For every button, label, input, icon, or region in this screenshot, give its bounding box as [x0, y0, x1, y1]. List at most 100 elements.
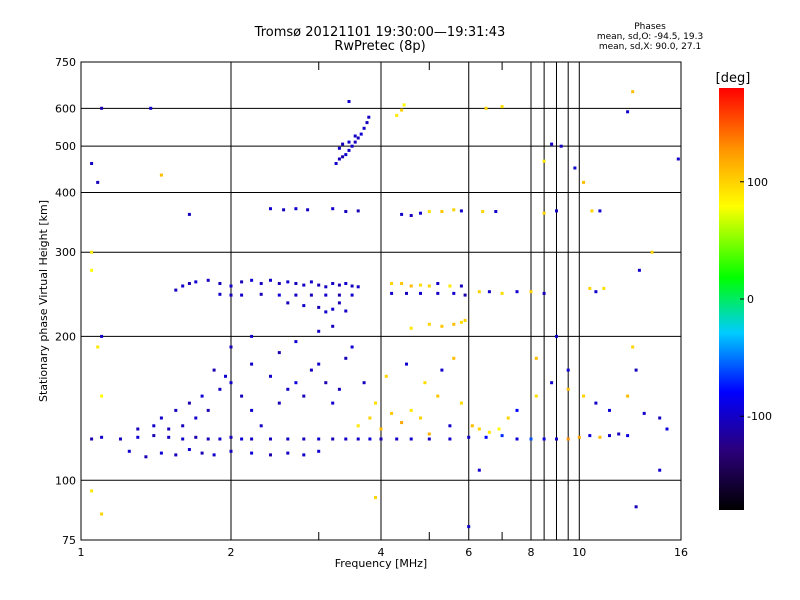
echo-point [390, 411, 394, 415]
echo-point [588, 286, 592, 290]
echo-point [367, 115, 371, 119]
echo-point [100, 512, 104, 516]
echo-point [286, 451, 290, 455]
echo-point [277, 401, 281, 405]
echo-point [631, 345, 635, 349]
colorbar-tick-label: 0 [747, 293, 754, 306]
echo-point [400, 212, 404, 216]
echo-point [626, 394, 630, 398]
echo-point [598, 209, 602, 213]
echo-point [463, 318, 467, 322]
chart-subtitle: RwPretec (8p) [334, 39, 426, 54]
echo-point [144, 455, 148, 459]
echo-point [212, 453, 216, 457]
echo-point [379, 427, 383, 431]
echo-point [356, 285, 360, 289]
echo-point [452, 322, 456, 326]
echo-point [317, 362, 321, 366]
echo-point [405, 291, 408, 295]
echo-point [174, 408, 178, 412]
echo-point [427, 322, 431, 326]
echo-point [427, 437, 431, 441]
echo-point [350, 144, 354, 148]
x-tick-label: 16 [674, 546, 688, 559]
echo-point [631, 90, 635, 94]
echo-point [229, 284, 233, 288]
echo-point [419, 283, 422, 287]
echo-point [159, 173, 163, 177]
echo-point [90, 268, 94, 272]
echo-point [294, 282, 298, 285]
echo-point [427, 210, 431, 213]
echo-point [294, 381, 298, 385]
grid [81, 62, 681, 540]
echo-point [400, 108, 404, 112]
echo-point [362, 381, 366, 385]
echo-point [550, 381, 554, 385]
echo-point [440, 210, 444, 213]
echo-point [200, 394, 204, 398]
echo-point [542, 211, 546, 215]
echo-point [448, 437, 452, 441]
echo-point [317, 329, 321, 333]
echo-point [259, 424, 263, 428]
echo-point [337, 301, 341, 305]
echo-point [448, 284, 452, 288]
x-tick-label: 4 [378, 546, 385, 559]
echo-point [459, 401, 463, 405]
echo-point [344, 282, 348, 285]
echo-point [542, 159, 546, 163]
echo-point [642, 411, 646, 415]
echo-point [436, 394, 440, 398]
echo-point [136, 427, 140, 431]
echo-point [152, 424, 156, 428]
echo-point [341, 142, 345, 146]
echo-point [452, 356, 456, 360]
echo-point [302, 453, 306, 457]
echo-point [440, 368, 444, 372]
echo-point [294, 293, 298, 297]
echo-point [218, 387, 222, 391]
colorbar-tick-label: 100 [747, 176, 768, 189]
echo-point [362, 126, 366, 130]
echo-point [353, 140, 357, 144]
echo-point [529, 437, 533, 441]
echo-point [542, 291, 546, 295]
y-tick-label: 100 [55, 474, 76, 487]
echo-point [650, 250, 654, 254]
echo-point [356, 209, 360, 213]
echo-point [515, 437, 519, 441]
echo-point [617, 432, 621, 436]
echo-point [515, 408, 519, 412]
echo-point [302, 304, 306, 308]
echo-point [477, 290, 481, 294]
chart-title: Tromsø 20121101 19:30:00—19:31:43 [254, 25, 506, 40]
echo-point [181, 284, 185, 288]
echo-point [159, 451, 163, 455]
echo-point [317, 305, 321, 309]
y-tick-label: 750 [55, 56, 76, 69]
echo-point [637, 268, 641, 272]
y-axis-label: Stationary phase Virtual Height [km] [37, 200, 50, 402]
echo-point [658, 416, 662, 420]
x-axis-label: Frequency [MHz] [335, 557, 427, 570]
echo-point [347, 148, 351, 152]
echo-point [149, 106, 153, 110]
echo-point [484, 106, 488, 110]
echo-point [259, 282, 263, 285]
y-tick-label: 400 [55, 186, 76, 199]
echo-point [676, 157, 680, 161]
y-tick-label: 200 [55, 330, 76, 343]
echo-point [368, 437, 372, 441]
echo-point [194, 435, 198, 439]
echo-point [229, 345, 233, 349]
colorbar [719, 88, 744, 510]
echo-point [400, 282, 404, 285]
echo-point [390, 291, 394, 295]
echo-point [344, 356, 348, 360]
echo-point [500, 434, 504, 438]
echo-point [331, 437, 335, 441]
echo-point [282, 208, 286, 212]
echo-point [250, 278, 254, 282]
echo-point [484, 435, 488, 439]
